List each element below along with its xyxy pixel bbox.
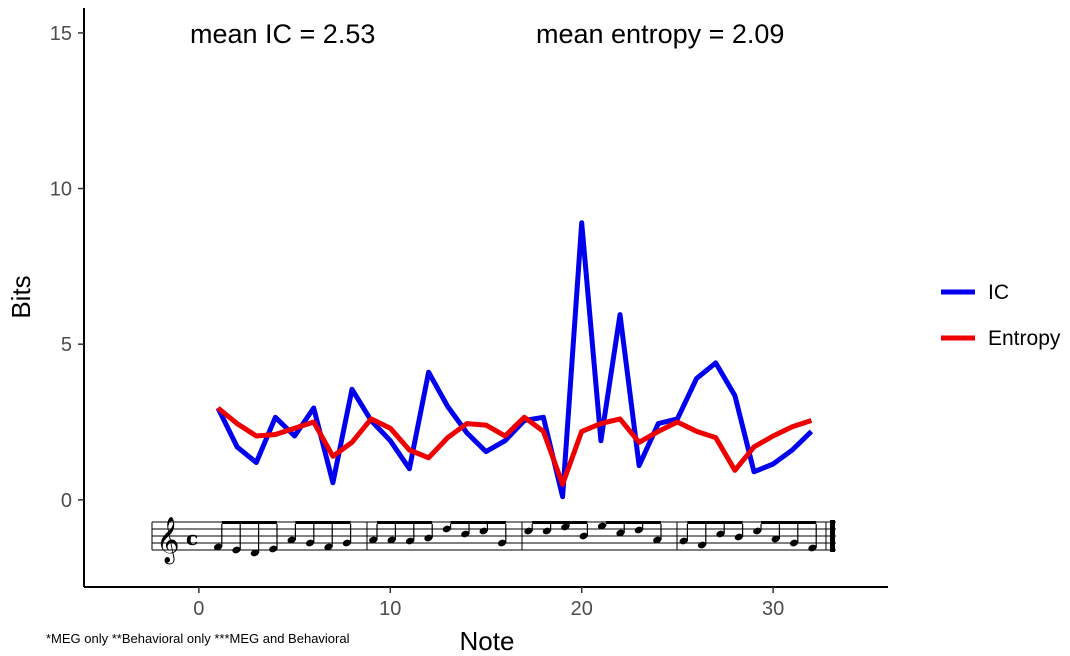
entropy-line: [216, 406, 813, 487]
legend-label-entropy: Entropy: [988, 327, 1061, 350]
note-head: [213, 543, 223, 551]
y-tick-label: 10: [50, 179, 72, 201]
note-beam: [761, 521, 817, 524]
x-tick-label: 30: [762, 598, 784, 620]
legend-label-ic: IC: [988, 281, 1009, 304]
note-head: [232, 546, 241, 554]
note-head: [808, 544, 817, 552]
note-head: [653, 536, 662, 544]
x-ticks: 0 10 20 30: [193, 587, 784, 620]
note-head: [324, 543, 333, 551]
note-head: [679, 537, 688, 545]
note-head: [424, 534, 433, 542]
note-head: [616, 529, 625, 537]
note-head: [269, 545, 278, 553]
note-beam: [450, 521, 506, 524]
note-head: [479, 527, 488, 535]
note-head: [342, 539, 351, 547]
note-head: [369, 536, 378, 544]
x-tick-label: 20: [571, 598, 593, 620]
note-head: [579, 532, 588, 540]
note-head: [771, 535, 780, 543]
y-tick-label: 15: [50, 23, 72, 45]
y-ticks: 0 5 10 15: [50, 23, 84, 512]
note-head: [634, 526, 643, 534]
y-tick-label: 0: [61, 490, 72, 512]
note-head: [497, 539, 507, 547]
footnote: *MEG only **Behavioral only ***MEG and B…: [46, 631, 350, 646]
note-head: [524, 527, 533, 535]
legend: IC Entropy: [941, 281, 1061, 350]
svg-text:𝄞: 𝄞: [156, 517, 180, 565]
y-axis-title: Bits: [6, 275, 36, 318]
note-beam: [687, 521, 743, 524]
note-beam: [377, 521, 433, 524]
music-staff-illustration: 𝄞 c: [151, 517, 836, 565]
note-head: [561, 523, 570, 531]
x-tick-label: 10: [379, 598, 401, 620]
note-beam: [221, 521, 277, 524]
mean-entropy-annotation: mean entropy = 2.09: [536, 19, 784, 49]
note-head: [250, 549, 259, 557]
ic-line: [215, 220, 814, 500]
note-beam: [295, 521, 351, 524]
note-head: [387, 536, 396, 544]
note-head: [405, 537, 415, 545]
note-head: [597, 522, 607, 530]
note-head: [697, 541, 707, 549]
note-head: [461, 530, 470, 538]
note-head: [287, 536, 296, 544]
y-tick-label: 5: [61, 334, 72, 356]
note-beam: [605, 521, 661, 524]
note-head: [305, 539, 315, 547]
note-head: [753, 527, 762, 535]
svg-text:c: c: [186, 526, 198, 550]
note-head: [442, 525, 451, 533]
note-head: [789, 539, 799, 547]
note-head: [734, 533, 743, 541]
mean-ic-annotation: mean IC = 2.53: [190, 19, 375, 49]
note-beam: [532, 521, 588, 524]
note-head: [542, 527, 551, 535]
x-tick-label: 0: [193, 598, 204, 620]
x-axis-title: Note: [460, 626, 515, 656]
note-head: [716, 530, 725, 538]
